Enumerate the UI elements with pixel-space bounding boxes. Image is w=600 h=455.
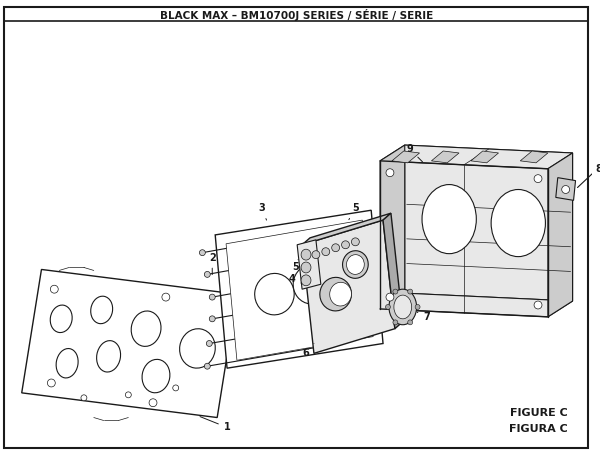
Polygon shape <box>548 153 572 317</box>
Ellipse shape <box>389 289 416 325</box>
Text: 2: 2 <box>209 253 215 274</box>
Text: 9: 9 <box>406 144 422 162</box>
Ellipse shape <box>422 185 476 253</box>
Ellipse shape <box>394 295 412 319</box>
Ellipse shape <box>179 329 215 368</box>
Ellipse shape <box>330 282 352 306</box>
Circle shape <box>81 395 87 401</box>
Ellipse shape <box>97 341 121 372</box>
Polygon shape <box>520 151 548 163</box>
Ellipse shape <box>91 296 113 324</box>
Circle shape <box>312 251 320 258</box>
Polygon shape <box>380 145 405 309</box>
Ellipse shape <box>301 275 311 286</box>
Circle shape <box>408 320 413 325</box>
Ellipse shape <box>254 273 294 315</box>
Circle shape <box>386 169 394 177</box>
Polygon shape <box>215 210 383 368</box>
Ellipse shape <box>142 359 170 393</box>
Polygon shape <box>556 177 575 200</box>
Circle shape <box>206 340 212 346</box>
Circle shape <box>199 250 205 256</box>
Ellipse shape <box>320 278 352 311</box>
Polygon shape <box>405 145 572 301</box>
Ellipse shape <box>293 264 331 304</box>
Circle shape <box>415 304 420 309</box>
Text: 1: 1 <box>200 417 230 432</box>
Circle shape <box>50 285 58 293</box>
Text: FIGURA C: FIGURA C <box>509 425 568 435</box>
Text: 8: 8 <box>595 164 600 174</box>
Polygon shape <box>431 151 459 163</box>
Polygon shape <box>380 145 572 169</box>
Circle shape <box>393 320 398 325</box>
Circle shape <box>562 186 569 193</box>
Polygon shape <box>302 213 391 245</box>
Ellipse shape <box>331 253 368 292</box>
Text: 5: 5 <box>349 203 359 220</box>
Polygon shape <box>302 220 395 354</box>
Ellipse shape <box>346 255 364 274</box>
Ellipse shape <box>301 262 311 273</box>
Circle shape <box>149 399 157 407</box>
Circle shape <box>534 301 542 309</box>
Circle shape <box>47 379 55 387</box>
Circle shape <box>393 289 398 294</box>
Circle shape <box>322 248 330 256</box>
Circle shape <box>534 175 542 182</box>
Circle shape <box>408 289 413 294</box>
Circle shape <box>209 316 215 322</box>
Ellipse shape <box>56 349 78 378</box>
Ellipse shape <box>131 311 161 346</box>
Circle shape <box>173 385 179 391</box>
Text: BLACK MAX – BM10700J SERIES / SÉRIE / SERIE: BLACK MAX – BM10700J SERIES / SÉRIE / SE… <box>160 9 433 21</box>
Polygon shape <box>392 151 419 163</box>
Text: 6: 6 <box>302 344 314 359</box>
Text: 7: 7 <box>417 312 430 322</box>
Text: FIGURE C: FIGURE C <box>510 408 568 418</box>
Text: 5: 5 <box>292 260 299 273</box>
Polygon shape <box>22 269 237 418</box>
Circle shape <box>352 238 359 246</box>
Ellipse shape <box>301 249 311 260</box>
Circle shape <box>332 244 340 252</box>
Circle shape <box>162 293 170 301</box>
Ellipse shape <box>50 305 72 333</box>
Polygon shape <box>297 240 321 289</box>
Polygon shape <box>380 293 572 317</box>
Circle shape <box>209 294 215 300</box>
Circle shape <box>385 304 391 309</box>
Circle shape <box>205 363 210 369</box>
Circle shape <box>205 272 210 278</box>
Circle shape <box>362 291 368 297</box>
Ellipse shape <box>343 251 368 278</box>
Ellipse shape <box>491 189 545 257</box>
Polygon shape <box>226 220 373 360</box>
Circle shape <box>125 392 131 398</box>
Text: 4: 4 <box>289 274 301 284</box>
Circle shape <box>341 241 349 249</box>
Text: 3: 3 <box>258 203 266 220</box>
Polygon shape <box>471 151 499 163</box>
Circle shape <box>386 293 394 301</box>
Polygon shape <box>383 213 403 329</box>
